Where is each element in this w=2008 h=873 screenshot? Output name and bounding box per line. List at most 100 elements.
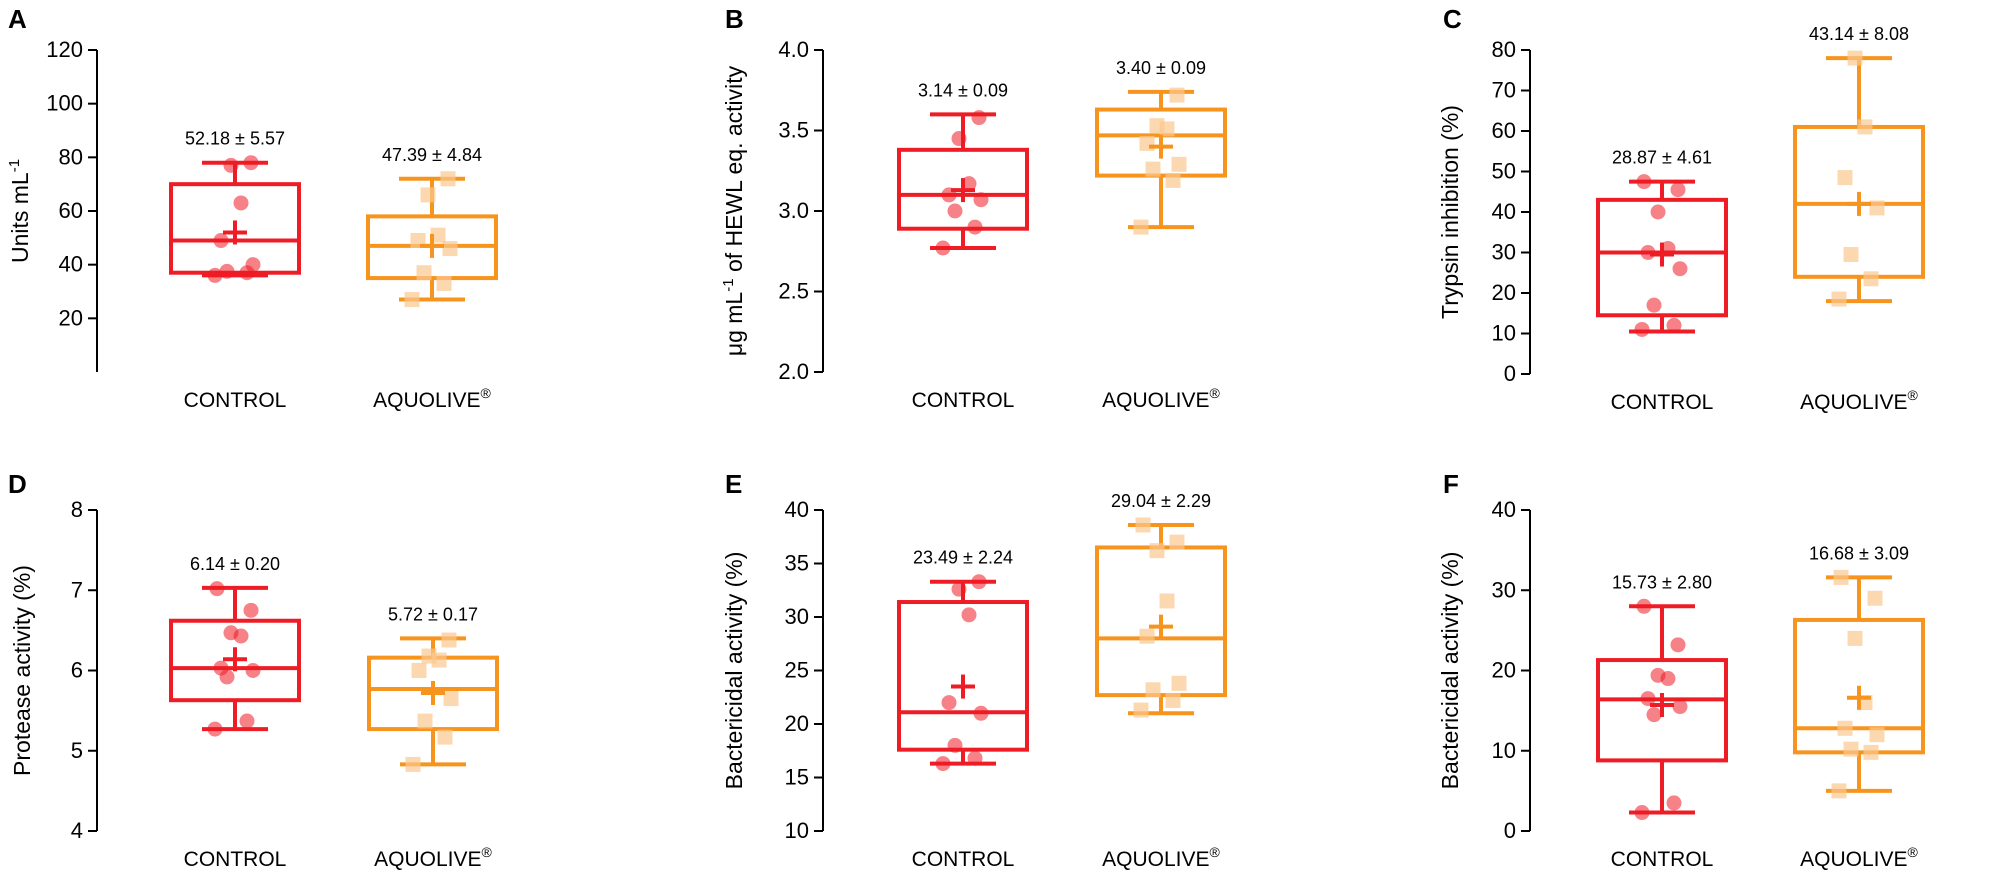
data-point	[1149, 543, 1165, 559]
data-point	[967, 750, 983, 766]
panel-letter: D	[8, 469, 27, 499]
y-tick-label: 0	[1504, 361, 1516, 386]
y-tick-label: 40	[785, 497, 809, 522]
mean-sem-annotation: 47.39 ± 4.84	[382, 145, 482, 165]
data-point	[951, 131, 967, 147]
data-point	[947, 203, 963, 219]
data-point	[1145, 682, 1161, 698]
y-tick-label: 70	[1492, 78, 1516, 103]
series-aquolive: 43.14 ± 8.08 AQUOLIVE®	[1793, 24, 1925, 414]
data-point	[441, 632, 457, 648]
data-point	[1139, 135, 1155, 151]
y-axis-label: Protease activity (%)	[9, 565, 35, 776]
mean-sem-annotation: 15.73 ± 2.80	[1612, 572, 1712, 592]
category-label-sup: ®	[1908, 844, 1919, 860]
data-point	[973, 192, 989, 208]
data-point	[411, 663, 427, 678]
y-tick-label: 10	[1492, 738, 1516, 763]
data-point	[245, 257, 261, 273]
y-axis-label: μg mL-1 of HEWL eq. activity	[720, 65, 747, 356]
category-label-sup: ®	[1908, 387, 1919, 403]
mean-sem-annotation: 43.14 ± 8.08	[1809, 24, 1909, 44]
y-tick-label: 80	[59, 144, 83, 169]
mean-sem-annotation: 3.40 ± 0.09	[1116, 58, 1206, 78]
data-point	[1670, 182, 1686, 198]
data-point	[1159, 593, 1175, 609]
panel-d: D 4 5 6 7 8 Protease activity (%) 6.14 ± 0.20 CO…	[8, 469, 499, 871]
data-point	[1634, 321, 1650, 337]
y-axis-label: Bactericidal activity (%)	[1437, 552, 1463, 790]
data-point	[1145, 161, 1161, 177]
panel-b: B 2.0 2.5 3.0 3.5 4.0 μg mL-1 of HEWL eq. acti…	[720, 4, 1227, 412]
y-tick-label: 20	[785, 711, 809, 736]
series-control: 15.73 ± 2.80 CONTROL	[1596, 572, 1728, 871]
category-label: CONTROL	[1611, 848, 1714, 871]
series-aquolive: 47.39 ± 4.84 AQUOLIVE®	[366, 145, 498, 412]
category-label-text: AQUOLIVE	[373, 389, 480, 412]
category-label: AQUOLIVE®	[1102, 844, 1220, 871]
y-tick-label: 8	[71, 497, 83, 522]
y-axis-label: Bactericidal activity (%)	[721, 552, 747, 790]
y-tick-label: 2.0	[778, 359, 809, 384]
panel-letter: A	[8, 4, 27, 34]
data-point	[1869, 200, 1885, 216]
data-point	[1636, 598, 1652, 614]
data-point	[1837, 170, 1853, 186]
data-point	[209, 581, 225, 597]
panel-e: E 10 15 20 25 30 35 40 Bactericidal activity (%)…	[721, 469, 1227, 871]
y-tick-label: 5	[71, 738, 83, 763]
series-control: 52.18 ± 5.57 CONTROL	[169, 129, 301, 412]
data-point	[405, 756, 421, 772]
data-point	[440, 171, 456, 187]
y-tick-label: 20	[59, 305, 83, 330]
y-tick-label: 40	[1492, 497, 1516, 522]
category-label-text: CONTROL	[184, 848, 287, 871]
mean-sem-annotation: 6.14 ± 0.20	[190, 554, 280, 574]
panel-letter: F	[1443, 469, 1459, 499]
y-axis-label-text: Bactericidal activity (%)	[721, 552, 747, 790]
category-label-text: CONTROL	[912, 389, 1015, 412]
data-point	[213, 233, 229, 249]
panel-f: F 0 10 20 30 40 Bactericidal activity (%) 15.73…	[1437, 469, 1925, 871]
y-tick-label: 6	[71, 658, 83, 683]
panel-letter: E	[725, 469, 742, 499]
series-aquolive: 5.72 ± 0.17 AQUOLIVE®	[367, 604, 499, 871]
panel-a: A 20 40 60 80 100 120 Units mL-1 52.18 ± 5.57 CON…	[6, 4, 498, 412]
y-axis-label-text: Units mL	[7, 172, 33, 263]
data-point	[947, 737, 963, 753]
data-point	[223, 625, 239, 641]
y-tick-label: 60	[1492, 118, 1516, 143]
category-label-text: AQUOLIVE	[1800, 391, 1907, 414]
category-label: AQUOLIVE®	[1102, 385, 1220, 412]
data-point	[1640, 691, 1656, 707]
data-point	[1640, 245, 1656, 260]
y-tick-label: 80	[1492, 37, 1516, 62]
data-point	[1857, 119, 1873, 135]
panel-letter: B	[725, 4, 744, 34]
data-point	[213, 660, 229, 676]
data-point	[971, 110, 987, 126]
data-point	[1863, 271, 1879, 287]
data-point	[961, 176, 977, 192]
data-point	[207, 267, 223, 283]
y-axis-label-sup: -1	[720, 278, 737, 291]
y-axis-label-suffix: of HEWL eq. activity	[721, 65, 747, 278]
y-tick-label: 2.5	[778, 279, 809, 304]
data-point	[219, 263, 235, 279]
panel-letter: C	[1443, 4, 1462, 34]
category-label: CONTROL	[912, 848, 1015, 871]
y-tick-label: 30	[1492, 240, 1516, 265]
category-label-text: AQUOLIVE	[1102, 848, 1209, 871]
data-point	[1672, 699, 1688, 715]
y-tick-label: 60	[59, 198, 83, 223]
series-control: 28.87 ± 4.61 CONTROL	[1596, 148, 1728, 414]
data-point	[1869, 727, 1885, 743]
y-tick-label: 30	[785, 604, 809, 629]
data-point	[436, 275, 452, 291]
category-label-sup: ®	[1210, 385, 1221, 401]
mean-sem-annotation: 3.14 ± 0.09	[918, 80, 1008, 100]
series-control: 3.14 ± 0.09 CONTROL	[897, 80, 1029, 412]
data-point	[1149, 118, 1165, 134]
data-point	[1636, 174, 1652, 190]
